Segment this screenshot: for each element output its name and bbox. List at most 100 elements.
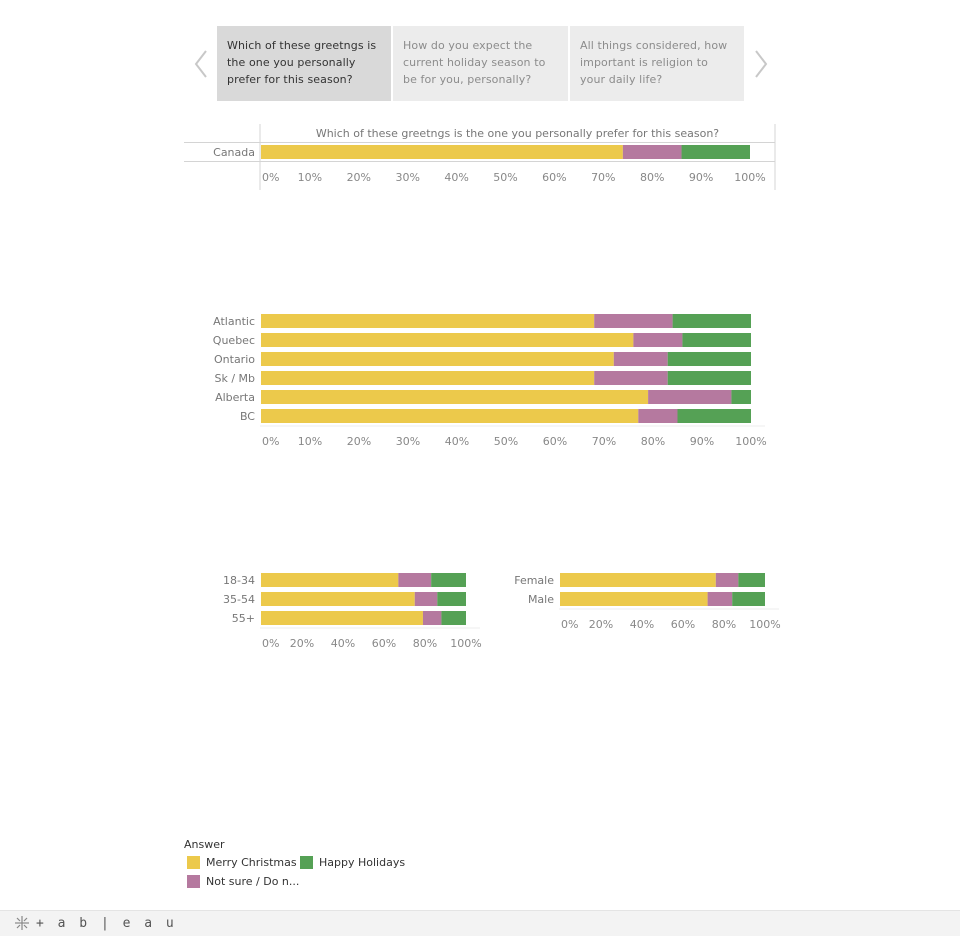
bar-female-happy-holidays[interactable] — [738, 573, 765, 587]
bar-bc-not-sure-do-n[interactable] — [638, 409, 678, 423]
tick-label-30-pct: 30% — [395, 171, 419, 184]
bar-atlantic-happy-holidays[interactable] — [672, 314, 751, 328]
chart-canada: Which of these greetngs is the one you p… — [184, 124, 776, 190]
category-label-male: Male — [528, 593, 554, 606]
category-label-quebec: Quebec — [213, 334, 255, 347]
chart-age: 18-34 35-54 55+ 0% 20% 40% 60% 80% 100% — [223, 573, 482, 650]
tick-label-100-pct: 100% — [735, 435, 766, 448]
bar-alberta-merry-christmas[interactable] — [261, 390, 649, 404]
tick-label-10-pct: 10% — [298, 171, 322, 184]
legend-label-merry-christmas: Merry Christmas — [206, 856, 297, 869]
tick-label-60-pct: 60% — [671, 618, 695, 631]
bar-ontario-happy-holidays[interactable] — [667, 352, 751, 366]
legend-title: Answer — [184, 838, 225, 851]
bar-18-34-happy-holidays[interactable] — [431, 573, 466, 587]
tick-label-90-pct: 90% — [689, 171, 713, 184]
tick-label-60-pct: 60% — [372, 637, 396, 650]
legend-label-not-sure: Not sure / Do n... — [206, 875, 300, 888]
bar-18-34-not-sure-do-n[interactable] — [398, 573, 432, 587]
bar-ontario-not-sure-do-n[interactable] — [613, 352, 668, 366]
legend-item-not-sure[interactable]: Not sure / Do n... — [187, 875, 299, 888]
bar-male-merry-christmas[interactable] — [560, 592, 708, 606]
category-label-35-54: 35-54 — [223, 593, 255, 606]
story-tab-holiday-season[interactable]: How do you expect the current holiday se… — [393, 26, 568, 101]
legend-swatch-merry-christmas — [187, 856, 200, 869]
chart-gender: Female Male 0% 20% 40% 60% 80% 100% — [514, 573, 781, 631]
tick-label-70-pct: 70% — [592, 435, 616, 448]
tick-label-70-pct: 70% — [591, 171, 615, 184]
bar-sk-mb-merry-christmas[interactable] — [261, 371, 595, 385]
story-tab-religion[interactable]: All things considered, how important is … — [570, 26, 744, 101]
tick-label-30-pct: 30% — [396, 435, 420, 448]
tick-label-0-pct: 0% — [262, 637, 279, 650]
legend-swatch-not-sure — [187, 875, 200, 888]
story-tab-greetings[interactable]: Which of these greetngs is the one you p… — [217, 26, 391, 101]
bar-atlantic-not-sure-do-n[interactable] — [594, 314, 673, 328]
bar-quebec-happy-holidays[interactable] — [682, 333, 751, 347]
tick-label-20-pct: 20% — [290, 637, 314, 650]
bar-55-not-sure-do-n[interactable] — [422, 611, 442, 625]
category-label-bc: BC — [240, 410, 255, 423]
legend-swatch-happy-holidays — [300, 856, 313, 869]
legend-item-happy-holidays[interactable]: Happy Holidays — [300, 856, 405, 869]
bar-alberta-happy-holidays[interactable] — [731, 390, 751, 404]
tick-label-60-pct: 60% — [542, 171, 566, 184]
tick-label-20-pct: 20% — [347, 171, 371, 184]
tick-label-20-pct: 20% — [347, 435, 371, 448]
footer-bar: + a b | e a u — [0, 910, 960, 936]
bar-bc-happy-holidays[interactable] — [677, 409, 752, 423]
tick-label-40-pct: 40% — [445, 435, 469, 448]
tableau-logo-text: + a b | e a u — [36, 915, 177, 931]
tick-label-80-pct: 80% — [413, 637, 437, 650]
bar-55-happy-holidays[interactable] — [441, 611, 466, 625]
tick-label-90-pct: 90% — [690, 435, 714, 448]
bar-35-54-not-sure-do-n[interactable] — [414, 592, 438, 606]
category-label-55: 55+ — [232, 612, 255, 625]
bar-55-merry-christmas[interactable] — [261, 611, 423, 625]
bar-18-34-merry-christmas[interactable] — [261, 573, 399, 587]
bar-quebec-not-sure-do-n[interactable] — [633, 333, 683, 347]
bar-male-happy-holidays[interactable] — [732, 592, 765, 606]
category-label-sk-mb: Sk / Mb — [214, 372, 255, 385]
bar-canada-merry-christmas[interactable] — [261, 145, 623, 159]
bar-male-not-sure-do-n[interactable] — [707, 592, 733, 606]
tick-label-20-pct: 20% — [589, 618, 613, 631]
bar-canada-happy-holidays[interactable] — [681, 145, 750, 159]
bar-canada-not-sure-do-n[interactable] — [622, 145, 682, 159]
chevron-left-icon — [194, 50, 207, 78]
bar-sk-mb-not-sure-do-n[interactable] — [594, 371, 668, 385]
tick-label-100-pct: 100% — [749, 618, 780, 631]
bar-quebec-merry-christmas[interactable] — [261, 333, 634, 347]
tick-label-80-pct: 80% — [641, 435, 665, 448]
bar-ontario-merry-christmas[interactable] — [261, 352, 614, 366]
tableau-logo[interactable]: + a b | e a u — [14, 915, 177, 931]
category-label-atlantic: Atlantic — [213, 315, 255, 328]
previous-story-point-button[interactable] — [186, 44, 216, 84]
tick-label-0-pct: 0% — [561, 618, 578, 631]
tick-label-80-pct: 80% — [640, 171, 664, 184]
chart-region: Atlantic Quebec Ontario Sk / Mb Alberta BC 0% 1… — [213, 314, 767, 448]
tick-label-0-pct: 0% — [262, 435, 279, 448]
category-label-ontario: Ontario — [214, 353, 255, 366]
tick-label-40-pct: 40% — [444, 171, 468, 184]
category-label-canada: Canada — [213, 146, 255, 159]
bar-atlantic-merry-christmas[interactable] — [261, 314, 595, 328]
bar-bc-merry-christmas[interactable] — [261, 409, 639, 423]
bar-35-54-merry-christmas[interactable] — [261, 592, 415, 606]
tick-label-40-pct: 40% — [331, 637, 355, 650]
bar-sk-mb-happy-holidays[interactable] — [667, 371, 751, 385]
bar-female-merry-christmas[interactable] — [560, 573, 716, 587]
tick-label-80-pct: 80% — [712, 618, 736, 631]
tick-label-100-pct: 100% — [450, 637, 481, 650]
bar-35-54-happy-holidays[interactable] — [437, 592, 466, 606]
legend-label-happy-holidays: Happy Holidays — [319, 856, 406, 869]
category-label-alberta: Alberta — [215, 391, 255, 404]
bar-female-not-sure-do-n[interactable] — [715, 573, 739, 587]
tick-label-50-pct: 50% — [494, 435, 518, 448]
category-label-18-34: 18-34 — [223, 574, 255, 587]
tick-label-100-pct: 100% — [734, 171, 765, 184]
bar-alberta-not-sure-do-n[interactable] — [648, 390, 732, 404]
chart-title: Which of these greetngs is the one you p… — [316, 127, 719, 140]
legend-item-merry-christmas[interactable]: Merry Christmas — [187, 856, 297, 869]
next-story-point-button[interactable] — [746, 44, 776, 84]
